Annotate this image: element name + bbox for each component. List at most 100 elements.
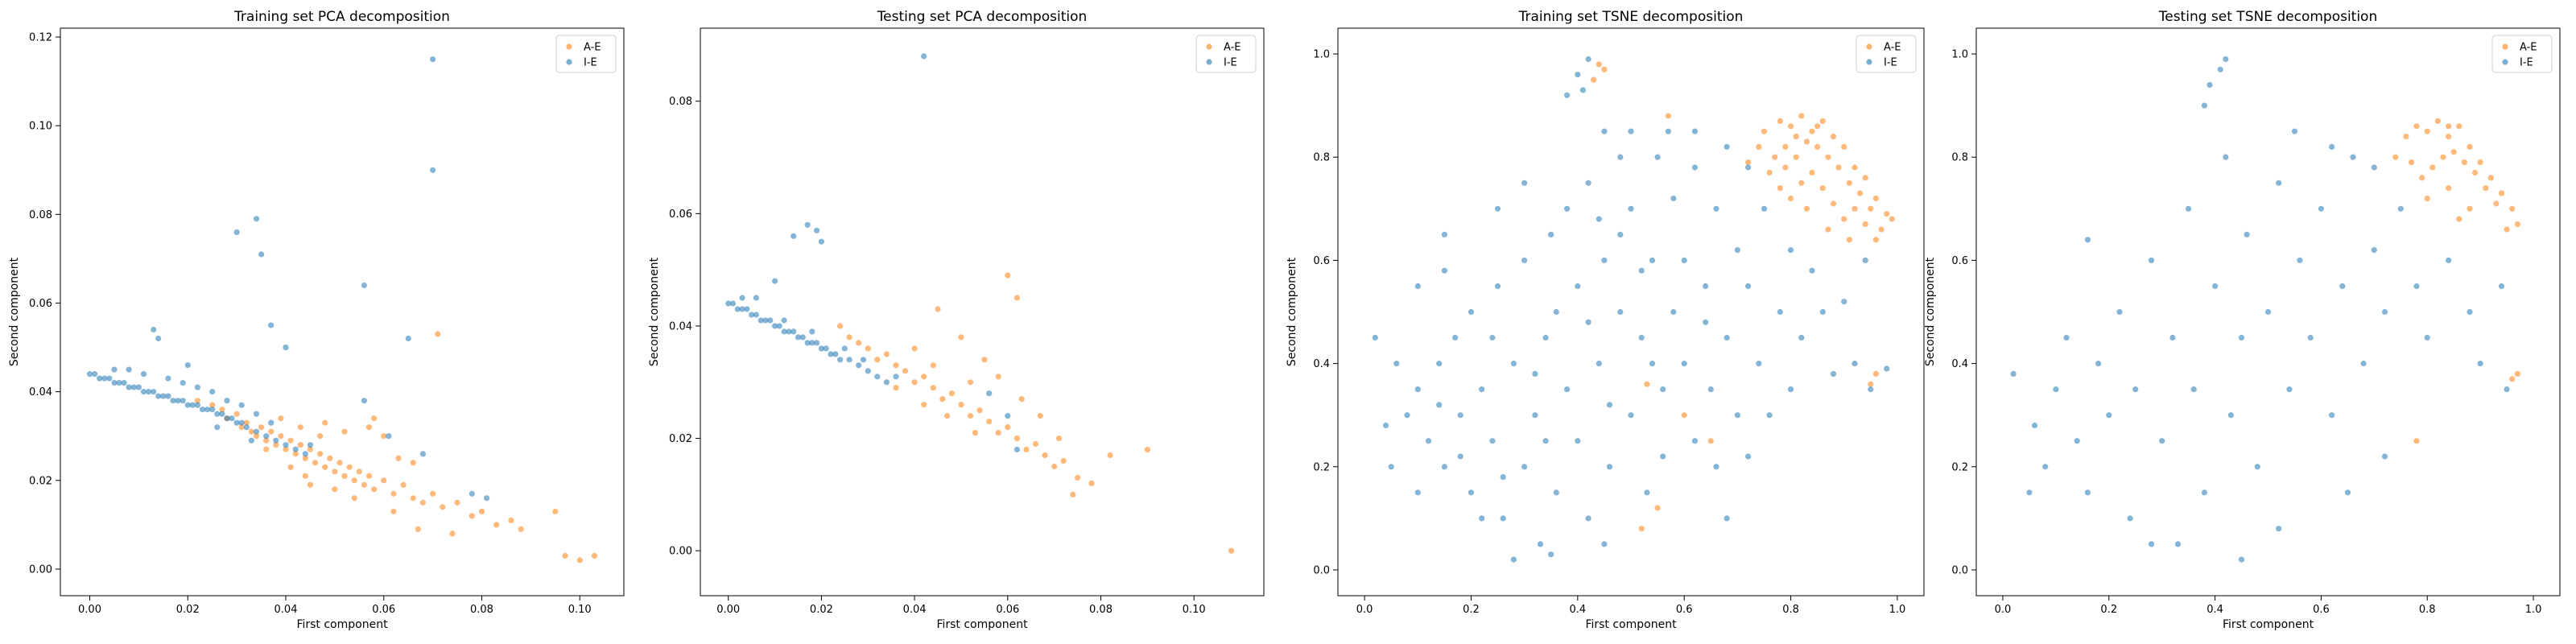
data-point — [1617, 154, 1624, 160]
data-point — [224, 415, 230, 422]
data-point — [883, 351, 890, 357]
data-point — [1841, 143, 1847, 150]
x-axis-label: First component — [2223, 618, 2314, 631]
data-point — [283, 345, 289, 351]
x-tick-label: 1.0 — [1889, 604, 1906, 616]
data-point — [1809, 128, 1815, 134]
data-point — [297, 424, 303, 431]
data-point — [591, 552, 598, 559]
data-point — [2159, 438, 2165, 444]
data-point — [1575, 72, 1581, 78]
data-point — [214, 424, 221, 431]
data-point — [1793, 154, 1799, 160]
data-point — [1005, 413, 1011, 419]
data-point — [2498, 283, 2505, 290]
data-point — [1606, 464, 1613, 470]
data-point — [194, 398, 200, 404]
data-point — [1787, 195, 1794, 202]
data-point — [818, 345, 824, 352]
data-point — [1585, 180, 1591, 186]
data-point — [1665, 113, 1671, 119]
data-point — [772, 323, 778, 329]
data-point — [390, 508, 397, 515]
data-point — [449, 530, 456, 537]
data-point — [1825, 154, 1831, 160]
data-point — [758, 317, 764, 324]
data-point — [865, 368, 871, 374]
data-point — [1414, 283, 1421, 290]
data-point — [415, 526, 421, 533]
data-point — [1649, 257, 1656, 263]
x-tick-label: 0.04 — [275, 604, 298, 616]
data-point — [435, 331, 441, 337]
data-point — [371, 415, 378, 422]
data-point — [233, 419, 240, 426]
y-tick-label: 0.2 — [1951, 461, 1968, 473]
x-tick-label: 0.00 — [716, 604, 740, 616]
data-point — [1649, 361, 1656, 367]
data-point — [2031, 422, 2038, 429]
data-point — [930, 385, 936, 391]
data-point — [430, 56, 436, 63]
data-point — [1830, 200, 1837, 207]
data-point — [1542, 334, 1549, 341]
data-point — [2329, 412, 2335, 419]
data-point — [2504, 226, 2510, 233]
data-point — [1724, 143, 1730, 150]
data-point — [1878, 226, 1885, 233]
data-point — [2509, 205, 2516, 212]
data-point — [1809, 169, 1815, 176]
data-point — [562, 552, 568, 559]
data-point — [986, 390, 993, 397]
data-point — [1745, 159, 1752, 166]
data-point — [1042, 452, 1048, 459]
y-tick-label: 0.08 — [29, 209, 52, 221]
data-point — [238, 419, 245, 426]
data-point — [386, 433, 392, 440]
y-tick-label: 0.06 — [29, 298, 52, 310]
data-point — [361, 282, 367, 289]
data-point — [781, 317, 787, 324]
x-axis-label: First component — [296, 618, 388, 631]
data-point — [229, 415, 235, 422]
data-point — [753, 295, 760, 301]
data-point — [1468, 489, 1475, 496]
data-point — [1013, 436, 1020, 442]
data-point — [2010, 370, 2017, 377]
x-tick-label: 0.00 — [78, 604, 101, 616]
legend-marker — [1206, 59, 1212, 65]
data-point — [1601, 541, 1608, 547]
data-point — [1670, 308, 1677, 316]
data-point — [1857, 190, 1864, 196]
data-point — [1564, 386, 1571, 393]
data-point — [1846, 180, 1852, 186]
data-point — [753, 312, 760, 318]
data-point — [958, 402, 964, 408]
data-point — [1532, 412, 1538, 419]
data-point — [332, 469, 338, 475]
data-point — [1745, 453, 1752, 460]
data-point — [1383, 422, 1389, 429]
data-point — [224, 398, 230, 404]
legend-label: I-E — [1884, 57, 1897, 69]
data-point — [939, 396, 946, 402]
data-point — [2514, 221, 2520, 228]
data-point — [1872, 195, 1879, 202]
data-point — [263, 433, 270, 440]
data-point — [1591, 76, 1597, 83]
data-point — [2450, 149, 2457, 155]
data-point — [734, 306, 741, 312]
data-point — [1798, 180, 1805, 186]
data-point — [948, 390, 955, 397]
y-tick-label: 0.0 — [1951, 564, 1968, 576]
data-point — [2286, 386, 2293, 393]
data-point — [2477, 361, 2483, 367]
data-point — [1037, 413, 1043, 419]
data-point — [1051, 463, 1058, 470]
data-point — [292, 446, 299, 452]
plot-frame — [60, 27, 625, 597]
series-i-e — [2010, 56, 2510, 563]
data-point — [1798, 334, 1805, 341]
data-point — [135, 384, 142, 390]
y-tick-label: 0.02 — [669, 433, 692, 445]
